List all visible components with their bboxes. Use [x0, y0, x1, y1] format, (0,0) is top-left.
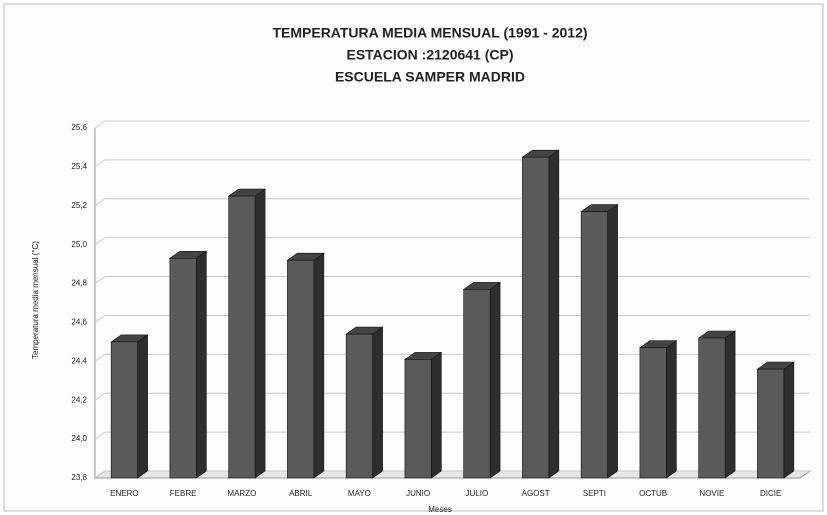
bar-side [666, 340, 677, 479]
y-tick-label: 25,4 [71, 162, 87, 171]
grid-line [94, 276, 810, 284]
bar [757, 368, 785, 479]
bar-side [724, 330, 736, 479]
x-tick-label: MAYO [348, 489, 371, 498]
bar [287, 259, 315, 479]
x-tick-label: NOVIE [699, 489, 724, 498]
x-tick-label: MARZO [227, 489, 256, 498]
x-tick-label: JULIO [466, 489, 489, 498]
bar [228, 195, 256, 479]
y-tick-label: 24,2 [71, 395, 87, 404]
bar-side [137, 334, 148, 479]
bar [698, 337, 726, 479]
grid-line [94, 159, 810, 168]
x-tick-label: JUNIO [406, 489, 430, 498]
bar [580, 211, 608, 479]
bar [639, 347, 667, 479]
grid-line [94, 392, 810, 401]
x-axis-label: Meses [428, 505, 452, 514]
grid-line [94, 470, 810, 479]
y-tick-label: 25,0 [71, 240, 87, 249]
chart-title: ESCUELA SAMPER MADRID [335, 69, 525, 85]
x-tick-label: OCTUB [639, 489, 667, 498]
grid-line [94, 237, 810, 246]
chart-title: TEMPERATURA MEDIA MENSUAL (1991 - 2012) [272, 25, 587, 41]
x-tick-label: DICIE [760, 489, 781, 498]
x-tick-label: ABRIL [289, 489, 313, 498]
bar [463, 289, 491, 479]
bar [169, 257, 197, 479]
y-tick-label: 23,8 [71, 473, 87, 482]
bar-side [431, 351, 442, 479]
bar [404, 359, 432, 479]
grid-line [94, 120, 810, 129]
chart-title: ESTACION :2120641 (CP) [346, 47, 513, 63]
bar-side [254, 188, 266, 479]
bar-side [548, 149, 560, 479]
x-tick-label: AGOST [522, 489, 550, 498]
bar [345, 333, 373, 479]
y-tick-label: 24,0 [71, 434, 87, 443]
y-tick-label: 24,4 [71, 356, 87, 365]
x-tick-label: SEPTI [583, 489, 606, 498]
x-tick-label: ENERO [110, 489, 138, 498]
bar-side [372, 326, 383, 479]
bar-side [783, 361, 795, 479]
y-axis-label: Temperatura media mensual (°C) [31, 241, 40, 359]
bar [110, 341, 138, 479]
grid-line [94, 314, 810, 323]
grid-line [94, 353, 810, 362]
bar [522, 156, 550, 479]
y-tick-label: 24,6 [71, 318, 87, 327]
grid-line [94, 431, 810, 440]
y-tick-label: 25,2 [71, 201, 87, 210]
y-tick-label: 25,6 [71, 123, 87, 132]
bar-side [313, 252, 325, 479]
bar-side [607, 204, 618, 479]
grid-line [94, 198, 810, 207]
bar-side [489, 281, 501, 479]
bar-side [196, 250, 207, 479]
x-tick-label: FEBRE [170, 489, 197, 498]
y-tick-label: 24,8 [71, 279, 87, 288]
